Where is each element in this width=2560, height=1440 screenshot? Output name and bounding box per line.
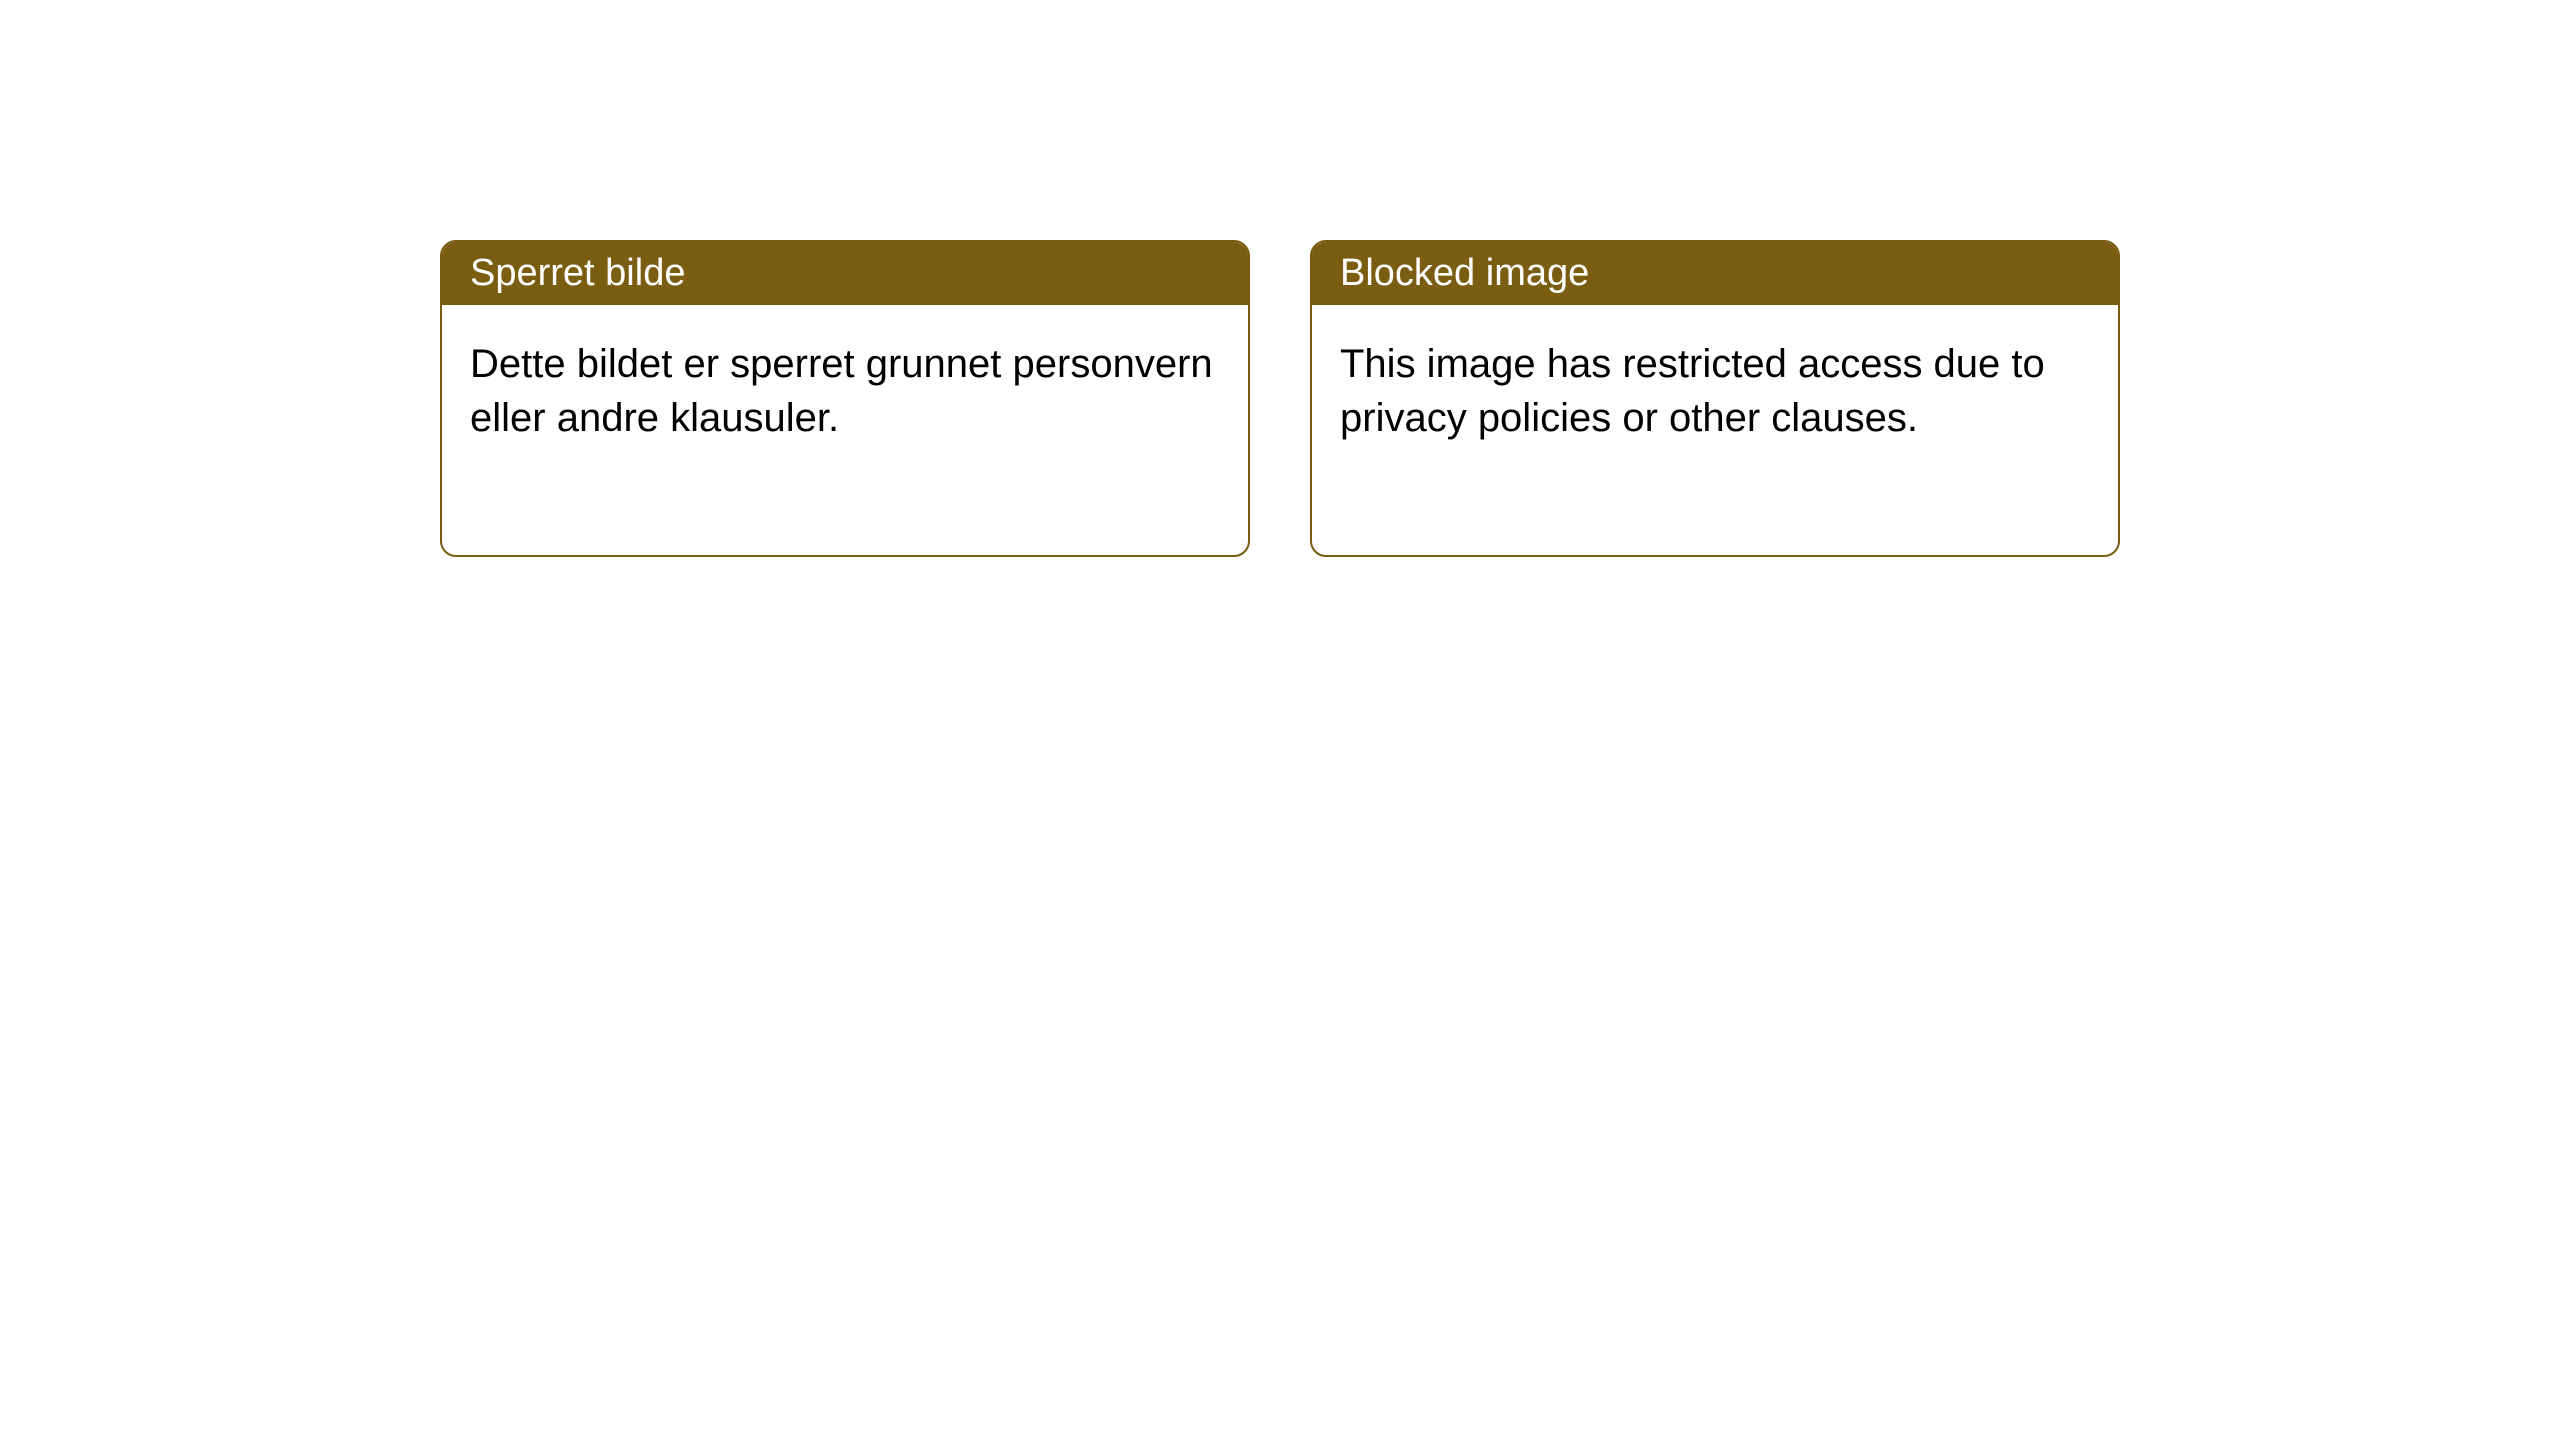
card-body-text: Dette bildet er sperret grunnet personve…: [470, 342, 1213, 440]
card-body-norwegian: Dette bildet er sperret grunnet personve…: [442, 305, 1248, 555]
card-header-english: Blocked image: [1312, 242, 2118, 305]
card-title: Sperret bilde: [470, 252, 685, 294]
card-title: Blocked image: [1340, 252, 1589, 294]
card-norwegian: Sperret bilde Dette bildet er sperret gr…: [440, 240, 1250, 557]
cards-container: Sperret bilde Dette bildet er sperret gr…: [0, 240, 2560, 557]
card-english: Blocked image This image has restricted …: [1310, 240, 2120, 557]
card-body-english: This image has restricted access due to …: [1312, 305, 2118, 555]
card-header-norwegian: Sperret bilde: [442, 242, 1248, 305]
card-body-text: This image has restricted access due to …: [1340, 342, 2045, 440]
